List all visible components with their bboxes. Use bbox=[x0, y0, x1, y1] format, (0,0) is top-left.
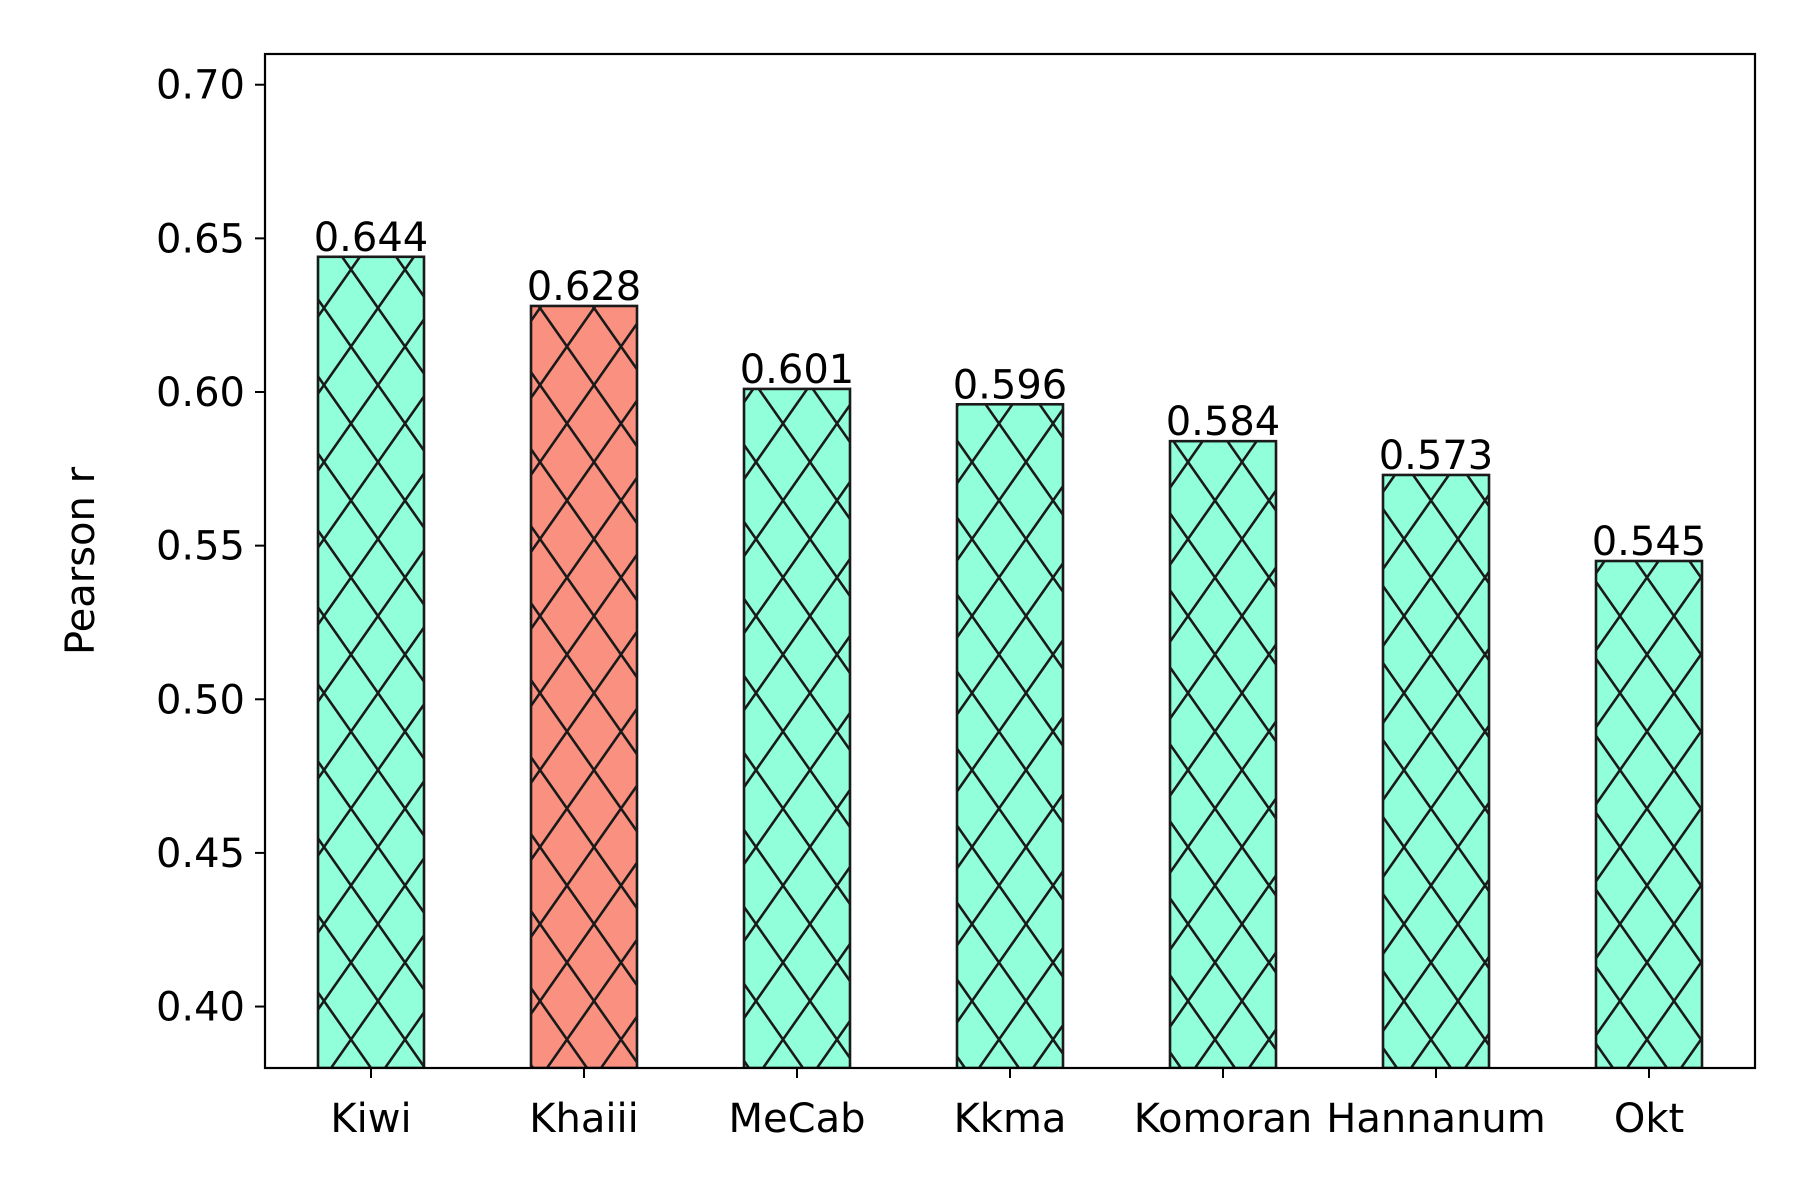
x-tick-label: MeCab bbox=[729, 1096, 866, 1142]
bar-kiwi bbox=[316, 255, 426, 1068]
data-label-kiwi: 0.644 bbox=[314, 215, 429, 261]
bar-hannanum bbox=[1381, 473, 1491, 1068]
x-tick-label: Okt bbox=[1614, 1096, 1684, 1142]
data-label-mecab: 0.601 bbox=[740, 347, 855, 393]
data-label-okt: 0.545 bbox=[1592, 519, 1707, 565]
y-axis-label: Pearson r bbox=[58, 466, 104, 655]
y-tick-label: 0.65 bbox=[156, 216, 245, 262]
x-tick-label: Kkma bbox=[954, 1096, 1067, 1142]
bar-okt bbox=[1594, 559, 1704, 1068]
y-tick-label: 0.45 bbox=[156, 831, 245, 877]
x-axis: Kiwi Khaiii MeCab Kkma Komoran Hannanum Okt bbox=[330, 1068, 1684, 1142]
x-tick-label: Komoran bbox=[1134, 1096, 1312, 1142]
x-tick-label: Kiwi bbox=[330, 1096, 411, 1142]
data-label-hannanum: 0.573 bbox=[1379, 433, 1494, 479]
y-tick-label: 0.55 bbox=[156, 524, 245, 570]
x-tick-label: Khaiii bbox=[529, 1096, 638, 1142]
bar-khaiii bbox=[529, 304, 639, 1068]
bar-kkma bbox=[955, 402, 1065, 1068]
data-label-kkma: 0.596 bbox=[953, 362, 1068, 408]
y-axis: 0.40 0.45 0.50 0.55 0.60 0.65 0.70 bbox=[156, 63, 265, 1031]
bars bbox=[316, 255, 1704, 1068]
bar-komoran bbox=[1168, 439, 1278, 1068]
y-tick-label: 0.60 bbox=[156, 370, 245, 416]
y-tick-label: 0.50 bbox=[156, 677, 245, 723]
data-labels: 0.644 0.628 0.601 0.596 0.584 0.573 0.545 bbox=[314, 215, 1707, 565]
x-tick-label: Hannanum bbox=[1326, 1096, 1545, 1142]
data-label-khaiii: 0.628 bbox=[527, 264, 642, 310]
y-tick-label: 0.70 bbox=[156, 63, 245, 109]
data-label-komoran: 0.584 bbox=[1166, 399, 1281, 445]
bar-mecab bbox=[742, 387, 852, 1068]
y-tick-label: 0.40 bbox=[156, 985, 245, 1031]
